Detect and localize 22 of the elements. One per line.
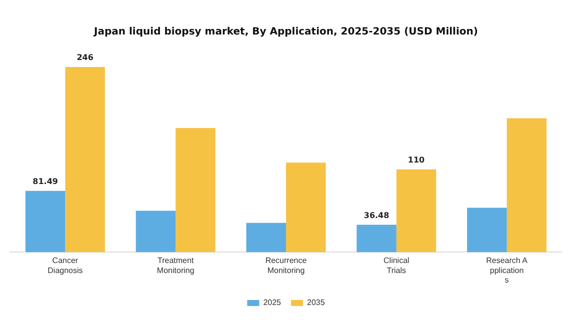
legend-label: 2025 <box>263 298 282 308</box>
data-label: 81.49 <box>32 176 58 186</box>
x-tick-label: Clinical Trials <box>384 256 410 275</box>
bar <box>136 210 176 252</box>
data-label: 36.48 <box>364 210 390 220</box>
bar <box>65 67 105 252</box>
data-label: 246 <box>76 53 94 62</box>
bar <box>286 162 326 252</box>
x-tick-label: Cancer Diagnosis <box>48 256 83 275</box>
x-tick-label: Treatment Monitoring <box>156 256 194 275</box>
bar <box>396 169 436 252</box>
chart-title: Japan liquid biopsy market, By Application, 2025-2035 (USD Million) <box>93 26 478 38</box>
x-tick-label: Research Applications <box>486 256 528 284</box>
bar <box>506 118 547 252</box>
bar <box>176 128 216 252</box>
bar <box>467 208 507 252</box>
legend-label: 2035 <box>307 298 326 308</box>
x-tick-label: Recurrence Monitoring <box>265 256 308 275</box>
bar <box>25 190 66 252</box>
data-label: 110 <box>408 155 426 164</box>
bar <box>246 222 286 252</box>
bar <box>356 224 396 252</box>
